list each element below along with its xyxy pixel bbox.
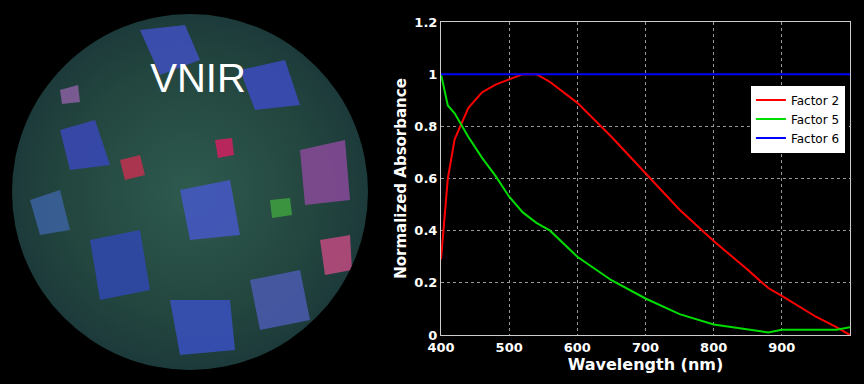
svg-text:Normalized Absorbance: Normalized Absorbance: [392, 78, 410, 279]
svg-text:Factor 6: Factor 6: [791, 132, 839, 146]
svg-text:1: 1: [428, 67, 437, 82]
svg-text:VNIR: VNIR: [150, 56, 246, 100]
svg-text:Wavelength (nm): Wavelength (nm): [568, 355, 724, 374]
svg-text:0.6: 0.6: [414, 171, 437, 186]
svg-text:800: 800: [700, 340, 727, 355]
svg-text:1.2: 1.2: [414, 15, 437, 30]
svg-text:400: 400: [427, 340, 454, 355]
svg-text:0.4: 0.4: [414, 223, 437, 238]
svg-text:0.8: 0.8: [414, 119, 437, 134]
svg-text:0: 0: [428, 328, 437, 343]
svg-text:900: 900: [768, 340, 795, 355]
svg-text:500: 500: [496, 340, 523, 355]
svg-text:0.2: 0.2: [414, 275, 437, 290]
svg-text:700: 700: [632, 340, 659, 355]
svg-text:Factor 5: Factor 5: [791, 113, 839, 127]
svg-text:600: 600: [564, 340, 591, 355]
svg-text:Factor 2: Factor 2: [791, 94, 839, 108]
